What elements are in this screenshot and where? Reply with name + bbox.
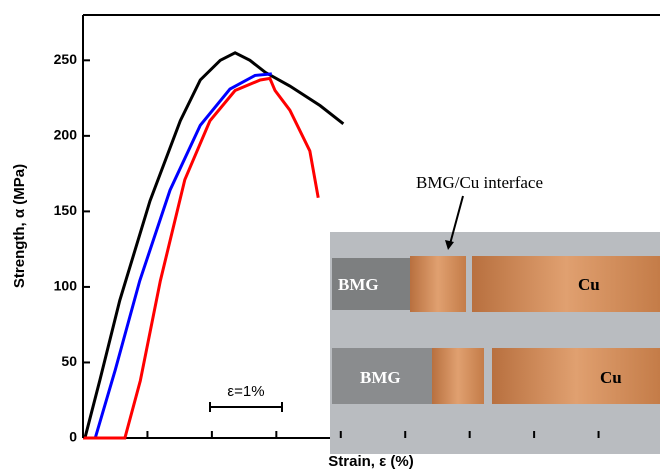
annotation: BMG/Cu interface bbox=[416, 173, 543, 192]
inset-label: Cu bbox=[600, 368, 622, 387]
page: BMG Cu BMG Cu BMG/Cu interface ε=1% Stre… bbox=[0, 0, 660, 474]
y-tick-label: 150 bbox=[54, 202, 78, 218]
chart: BMG Cu BMG Cu BMG/Cu interface ε=1% Stre… bbox=[0, 0, 660, 474]
cu-bottom-left bbox=[432, 348, 484, 404]
scale-bar-label: ε=1% bbox=[227, 383, 264, 400]
inset-label: BMG bbox=[338, 275, 379, 294]
y-tick-label: 100 bbox=[54, 278, 78, 294]
y-tick-label: 250 bbox=[54, 51, 78, 67]
cu-top-right bbox=[472, 256, 660, 312]
cu-bottom-right bbox=[492, 348, 660, 404]
y-axis-label: Strength, α (MPa) bbox=[11, 164, 28, 288]
data-line bbox=[83, 78, 318, 438]
inset-label: BMG bbox=[360, 368, 401, 387]
y-tick-label: 200 bbox=[54, 127, 78, 143]
cu-top-left bbox=[410, 256, 466, 312]
x-axis-label: Strain, ε (%) bbox=[328, 453, 413, 470]
y-tick-label: 0 bbox=[69, 429, 77, 445]
inset-label: Cu bbox=[578, 275, 600, 294]
inset-photo: BMG Cu BMG Cu bbox=[330, 232, 660, 454]
y-tick-label: 50 bbox=[61, 353, 77, 369]
